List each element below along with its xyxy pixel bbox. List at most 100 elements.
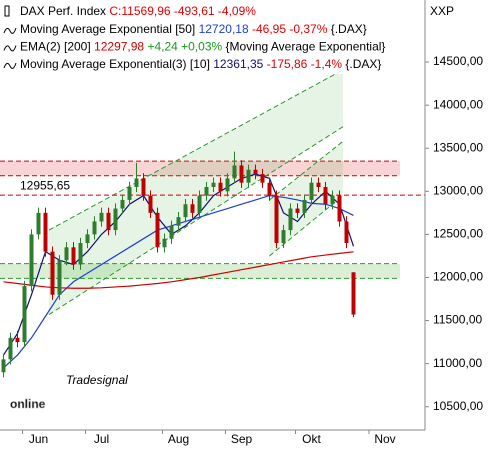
candle-body	[295, 208, 300, 213]
legend-value: 12720,18	[199, 22, 249, 36]
legend-symbol: {.DAX}	[331, 22, 367, 36]
candle-body	[183, 204, 188, 218]
candle-body	[1, 359, 6, 373]
candle-body	[169, 225, 174, 239]
candle-body	[92, 221, 97, 235]
candle-body	[232, 165, 237, 179]
legend-change: +4,24 +0,03%	[147, 40, 222, 54]
moving-average-line	[3, 251, 354, 289]
candle-body	[162, 238, 167, 248]
y-tick-label: 14000,00	[433, 97, 483, 111]
legend: DAX Perf. Index C:11569,96 -493,61 -4,09…	[0, 2, 410, 74]
candle-body	[288, 208, 293, 231]
legend-icon	[3, 27, 17, 34]
legend-name: DAX Perf. Index	[20, 4, 106, 18]
legend-icon	[4, 5, 10, 17]
candle-body	[127, 186, 132, 200]
candle-body	[29, 234, 34, 287]
candle-body	[134, 178, 139, 187]
candle-body	[197, 195, 202, 213]
level-label: 12955,65	[20, 178, 70, 192]
zone	[0, 263, 400, 279]
legend-value: 12297,98	[94, 40, 144, 54]
legend-change: -175,86 -1,4%	[267, 57, 343, 71]
candle-body	[253, 169, 258, 175]
candle-body	[302, 199, 307, 213]
x-tick-label: Nov	[374, 432, 395, 446]
y-tick-label: 14500,00	[433, 54, 483, 68]
candle-body	[106, 212, 111, 231]
candle-body	[330, 195, 335, 205]
candle-body	[99, 212, 104, 222]
channel-area	[269, 141, 343, 256]
candle-body	[267, 182, 272, 196]
candle-body	[274, 195, 279, 244]
x-tick-label: Okt	[302, 432, 321, 446]
legend-symbol: {.DAX}	[345, 57, 381, 71]
candle-body	[323, 186, 328, 205]
legend-name: Moving Average Exponential(3) [10]	[20, 57, 210, 71]
candle-body	[344, 221, 349, 244]
legend-entry: Moving Average Exponential [50] 12720,18…	[20, 22, 367, 36]
legend-entry: EMA(2) [200] 12297,98 +4,24 +0,03% {Movi…	[20, 40, 385, 54]
legend-value: 12361,35	[213, 57, 263, 71]
y-tick-label: 10500,00	[433, 399, 483, 413]
candle-body	[113, 208, 118, 231]
candle-body	[15, 337, 20, 343]
x-tick-label: Jun	[29, 432, 48, 446]
candle-body	[246, 169, 251, 183]
candle-body	[78, 243, 83, 265]
y-tick-label: 11500,00	[433, 313, 482, 327]
candle-body	[204, 186, 209, 196]
x-tick-label: Jul	[94, 432, 109, 446]
candle-body	[190, 204, 195, 213]
candle-body	[148, 195, 153, 213]
candle-body	[43, 212, 48, 252]
watermark: online	[10, 397, 46, 411]
candle-body	[337, 195, 342, 222]
candle-body	[218, 182, 223, 192]
candle-body	[36, 212, 41, 235]
watermark: Tradesignal	[66, 373, 128, 387]
plot-area: Tradesignal online 12955,65	[0, 69, 425, 411]
candle-body	[22, 286, 27, 343]
candle-body	[155, 212, 160, 248]
candle-body	[57, 260, 62, 295]
candle-body	[176, 217, 181, 226]
legend-entry: Moving Average Exponential(3) [10] 12361…	[20, 57, 381, 71]
legend-symbol: {Moving Average Exponential}	[226, 40, 386, 54]
legend-icon	[3, 45, 17, 52]
y-tick-label: 13000,00	[433, 183, 483, 197]
zone	[0, 161, 400, 176]
candle-body	[141, 178, 146, 196]
candle-body	[309, 182, 314, 200]
candle-body	[50, 251, 55, 295]
x-tick-label: Aug	[168, 432, 189, 446]
candle-body	[316, 182, 321, 187]
y-tick-label: 12000,00	[433, 270, 483, 284]
candle-body	[211, 182, 216, 187]
y-tick-label: 11000,00	[433, 356, 482, 370]
candle-body	[239, 165, 244, 183]
candle-body	[260, 174, 265, 183]
candle-body	[64, 247, 69, 261]
legend-quote: C:11569,96 -493,61 -4,09%	[109, 4, 256, 18]
y-tick-label: 12500,00	[433, 227, 483, 241]
channel-line	[48, 126, 344, 315]
y-tick-label: 13500,00	[433, 140, 483, 154]
x-tick-label: Sep	[231, 432, 253, 446]
candle-body	[120, 199, 125, 209]
legend-box	[0, 2, 410, 74]
legend-name: Moving Average Exponential [50]	[20, 22, 195, 36]
legend-title: DAX Perf. Index C:11569,96 -493,61 -4,09…	[20, 4, 256, 18]
axis-label: XXP	[430, 4, 454, 18]
channel-area	[49, 69, 343, 315]
legend-icon	[3, 62, 17, 69]
candle-body	[281, 230, 286, 244]
candle-body	[71, 247, 76, 265]
candle-body	[85, 234, 90, 244]
legend-name: EMA(2) [200]	[20, 40, 91, 54]
candle-body	[351, 272, 356, 315]
